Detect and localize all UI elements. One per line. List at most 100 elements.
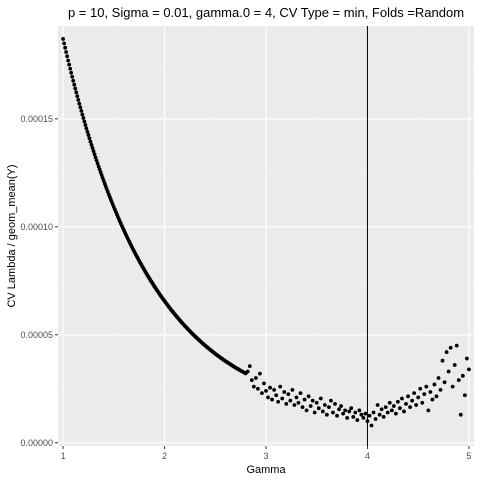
x-tick-label: 4	[365, 451, 370, 461]
data-point	[90, 146, 95, 150]
data-point	[81, 116, 86, 120]
data-point	[369, 423, 374, 428]
data-point	[442, 380, 447, 385]
data-point	[335, 413, 339, 418]
data-point	[353, 410, 358, 415]
data-point	[84, 126, 89, 131]
data-point	[290, 387, 295, 392]
data-point	[426, 408, 431, 413]
data-point	[61, 37, 65, 41]
data-point	[434, 394, 439, 399]
data-point	[444, 350, 449, 354]
data-point	[310, 398, 315, 403]
data-point	[438, 387, 443, 392]
data-point	[272, 387, 277, 392]
x-tick-label: 2	[162, 451, 167, 461]
x-tick-label: 1	[61, 451, 66, 461]
data-point	[69, 70, 74, 75]
data-point	[337, 407, 341, 412]
data-point	[389, 408, 394, 413]
data-point	[258, 371, 262, 376]
data-point	[383, 405, 388, 410]
data-point	[68, 66, 73, 71]
data-point	[422, 392, 427, 397]
data-point	[375, 403, 380, 407]
data-point	[367, 413, 372, 418]
data-point	[430, 397, 435, 402]
data-point	[396, 399, 400, 404]
data-point	[73, 86, 78, 91]
y-axis-ticks: 0.00000 0.00005 0.00010 0.00015	[20, 114, 58, 448]
data-point	[318, 396, 323, 401]
data-point	[329, 398, 333, 403]
data-point	[306, 394, 311, 399]
data-point	[266, 395, 270, 400]
data-point	[347, 409, 352, 414]
data-point	[398, 406, 402, 411]
data-point	[83, 123, 88, 127]
data-point	[98, 170, 103, 175]
data-point	[331, 410, 335, 415]
data-point	[387, 400, 392, 405]
data-point	[371, 410, 376, 415]
data-point	[96, 164, 101, 169]
data-point	[78, 105, 83, 110]
x-tick-label: 5	[466, 451, 471, 461]
data-point	[89, 142, 94, 147]
data-point	[349, 406, 354, 411]
data-point	[72, 82, 77, 87]
data-point	[296, 400, 301, 405]
data-point	[404, 401, 408, 406]
data-point	[70, 74, 75, 79]
data-point	[351, 414, 356, 419]
data-point	[274, 393, 279, 398]
data-point	[86, 133, 91, 137]
y-tick-label: 0.00005	[20, 330, 53, 340]
data-point	[284, 401, 289, 406]
data-point	[467, 367, 471, 372]
data-point	[379, 407, 384, 412]
data-point	[260, 391, 264, 395]
data-point	[452, 363, 457, 367]
data-point	[276, 399, 281, 404]
data-point	[327, 405, 331, 410]
data-point	[76, 98, 81, 102]
data-point	[432, 382, 437, 387]
data-point	[74, 90, 79, 95]
data-point	[400, 396, 404, 401]
data-point	[245, 369, 250, 374]
data-point	[416, 395, 421, 400]
data-point	[253, 376, 258, 380]
data-point	[450, 384, 455, 389]
x-tick-label: 3	[263, 451, 268, 461]
data-point	[345, 416, 350, 420]
data-point	[408, 405, 412, 410]
data-point	[264, 389, 268, 393]
data-point	[91, 149, 96, 154]
data-point	[339, 404, 343, 408]
data-point	[255, 386, 260, 391]
data-point	[292, 403, 297, 407]
data-point	[458, 412, 463, 417]
data-point	[355, 418, 360, 422]
data-point	[251, 384, 256, 389]
data-point	[391, 404, 396, 408]
y-axis-label: CV Lambda / geom_mean(Y)	[6, 164, 18, 307]
data-point	[71, 78, 76, 83]
data-point	[300, 405, 305, 410]
data-point	[377, 412, 382, 417]
data-point	[247, 364, 252, 369]
data-point	[77, 101, 82, 106]
data-point	[80, 112, 85, 117]
data-point	[428, 390, 433, 394]
data-point	[308, 404, 313, 408]
data-point	[66, 58, 71, 63]
data-point	[420, 400, 425, 405]
data-point	[322, 403, 327, 407]
data-point	[385, 410, 390, 415]
data-point	[268, 385, 272, 390]
data-point	[324, 412, 329, 417]
data-point	[294, 395, 299, 400]
data-point	[62, 41, 66, 46]
data-point	[270, 397, 274, 402]
